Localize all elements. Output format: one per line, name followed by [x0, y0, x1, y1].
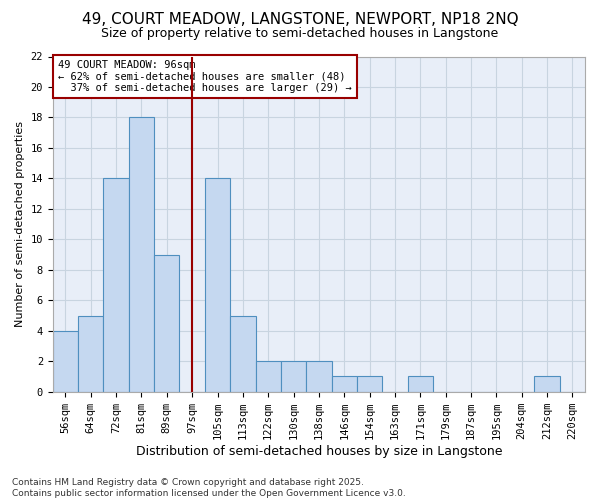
Bar: [154, 254, 179, 392]
Text: 49 COURT MEADOW: 96sqm
← 62% of semi-detached houses are smaller (48)
  37% of s: 49 COURT MEADOW: 96sqm ← 62% of semi-det…: [58, 60, 352, 93]
Bar: [332, 376, 357, 392]
Bar: [53, 331, 78, 392]
X-axis label: Distribution of semi-detached houses by size in Langstone: Distribution of semi-detached houses by …: [136, 444, 502, 458]
Bar: [306, 361, 332, 392]
Bar: [281, 361, 306, 392]
Y-axis label: Number of semi-detached properties: Number of semi-detached properties: [15, 121, 25, 327]
Bar: [407, 376, 433, 392]
Text: Contains HM Land Registry data © Crown copyright and database right 2025.
Contai: Contains HM Land Registry data © Crown c…: [12, 478, 406, 498]
Bar: [205, 178, 230, 392]
Bar: [103, 178, 129, 392]
Bar: [129, 118, 154, 392]
Text: 49, COURT MEADOW, LANGSTONE, NEWPORT, NP18 2NQ: 49, COURT MEADOW, LANGSTONE, NEWPORT, NP…: [82, 12, 518, 28]
Bar: [78, 316, 103, 392]
Bar: [357, 376, 382, 392]
Bar: [256, 361, 281, 392]
Text: Size of property relative to semi-detached houses in Langstone: Size of property relative to semi-detach…: [101, 28, 499, 40]
Bar: [535, 376, 560, 392]
Bar: [230, 316, 256, 392]
